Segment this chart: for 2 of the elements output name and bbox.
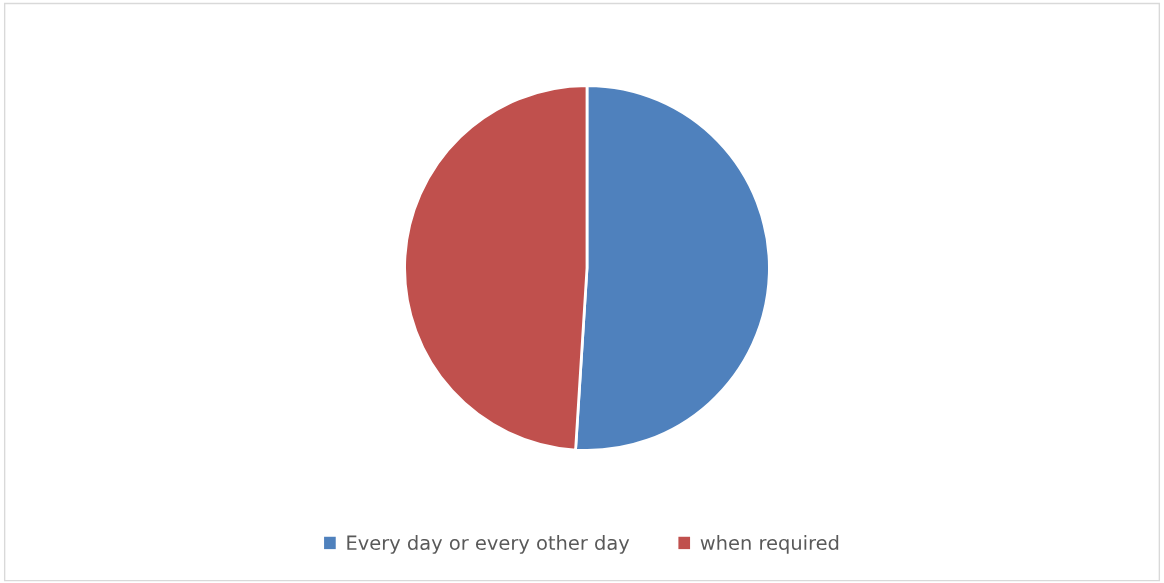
- legend-label: Every day or every other day: [347, 535, 630, 554]
- legend-label: when required: [700, 535, 839, 554]
